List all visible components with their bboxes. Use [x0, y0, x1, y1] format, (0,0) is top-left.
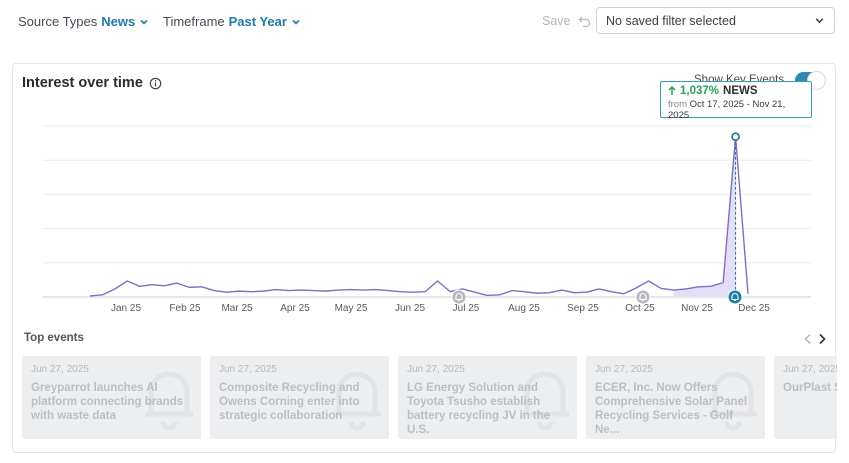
- x-tick-label: Feb 25: [169, 303, 201, 314]
- bell-icon: [145, 371, 193, 431]
- event-title: OurPlast Showcas Future O: [783, 382, 837, 394]
- event-date: Jun 27, 2025: [783, 364, 837, 375]
- tooltip-source: NEWS: [723, 85, 758, 97]
- event-card[interactable]: Jun 27, 2025 LG Energy Solution and Toyot…: [398, 356, 577, 439]
- x-tick-label: Nov 25: [681, 303, 713, 314]
- source-types-value: News: [101, 14, 136, 29]
- x-tick-label: Aug 25: [508, 303, 540, 314]
- event-title: LG Energy Solution and Toyota Tsusho est…: [407, 382, 551, 436]
- interest-chart: Jan 25 Feb 25 Mar 25 Apr 25 May 25 Jun 25 Jul …: [43, 125, 811, 314]
- tooltip-percent: 1,037%: [680, 85, 720, 97]
- bell-icon: [639, 293, 647, 302]
- series-line: [89, 135, 749, 297]
- event-title: ECER, Inc. Now Offers Comprehensive Sola…: [595, 382, 748, 436]
- bell-icon: [731, 293, 739, 302]
- chart-tooltip: 1,037% NEWS from Oct 17, 2025 - Nov 21, …: [660, 81, 812, 121]
- event-card[interactable]: Jun 27, 2025 Composite Recycling and Owen…: [210, 356, 389, 439]
- highlight-area: [673, 136, 736, 297]
- x-tick-label: Dec 25: [738, 303, 770, 314]
- peak-point[interactable]: [731, 132, 740, 141]
- event-card[interactable]: Jun 27, 2025 OurPlast Showcas Future O: [774, 356, 837, 439]
- arrow-up-icon: [668, 86, 676, 95]
- filter-bar: Source Types News Timeframe Past Year Sa…: [0, 0, 849, 44]
- tooltip-date-range: Oct 17, 2025 - Nov 21, 2025: [668, 99, 786, 121]
- chevron-left-icon[interactable]: [803, 333, 813, 345]
- event-card[interactable]: Jun 27, 2025 Greyparrot launches AI platf…: [22, 356, 201, 439]
- x-tick-label: Jul 25: [453, 303, 480, 314]
- save-button[interactable]: Save: [542, 14, 591, 28]
- source-types-filter[interactable]: Source Types News: [18, 14, 149, 29]
- x-tick-label: Jun 25: [395, 303, 425, 314]
- x-tick-label: Apr 25: [280, 303, 310, 314]
- bell-icon: [455, 293, 463, 302]
- x-tick-label: Mar 25: [221, 303, 253, 314]
- x-tick-label: Jan 25: [111, 303, 141, 314]
- undo-icon: [578, 16, 590, 27]
- saved-filter-value: No saved filter selected: [606, 13, 736, 28]
- top-events-label: Top events: [24, 332, 84, 344]
- event-date: Jun 27, 2025: [31, 364, 89, 375]
- bell-icon: [709, 371, 757, 431]
- timeframe-filter[interactable]: Timeframe Past Year: [163, 14, 301, 29]
- event-title: Composite Recycling and Owens Corning en…: [219, 382, 360, 422]
- x-tick-label: May 25: [335, 303, 368, 314]
- x-tick-label: Sep 25: [567, 303, 599, 314]
- info-icon[interactable]: [149, 77, 162, 90]
- event-marker[interactable]: [635, 289, 651, 305]
- x-tick-label: Oct 25: [625, 303, 655, 314]
- card-title-text: Interest over time: [22, 75, 143, 91]
- timeframe-value: Past Year: [228, 14, 287, 29]
- bell-icon: [333, 371, 381, 431]
- event-date: Jun 27, 2025: [219, 364, 277, 375]
- timeframe-label: Timeframe: [163, 14, 225, 29]
- event-marker[interactable]: [451, 289, 467, 305]
- saved-filter-select[interactable]: No saved filter selected: [596, 7, 835, 34]
- event-date: Jun 27, 2025: [595, 364, 653, 375]
- chevron-down-icon: [292, 19, 300, 25]
- source-types-label: Source Types: [18, 14, 98, 29]
- tooltip-from-label: from: [668, 99, 687, 110]
- chevron-right-icon[interactable]: [817, 333, 827, 345]
- chevron-down-icon: [140, 19, 148, 25]
- bell-icon: [521, 371, 569, 431]
- save-label: Save: [542, 14, 571, 28]
- interest-over-time-card: Interest over time Show Key Events 1,037…: [12, 63, 837, 453]
- event-title: Greyparrot launches AI platform connecti…: [31, 382, 184, 422]
- card-title: Interest over time: [22, 75, 162, 91]
- event-card[interactable]: Jun 27, 2025 ECER, Inc. Now Offers Compre…: [586, 356, 765, 439]
- chevron-down-icon: [815, 18, 824, 24]
- top-events-list: Jun 27, 2025 Greyparrot launches AI platf…: [22, 356, 837, 439]
- event-marker[interactable]: [727, 289, 743, 305]
- event-date: Jun 27, 2025: [407, 364, 465, 375]
